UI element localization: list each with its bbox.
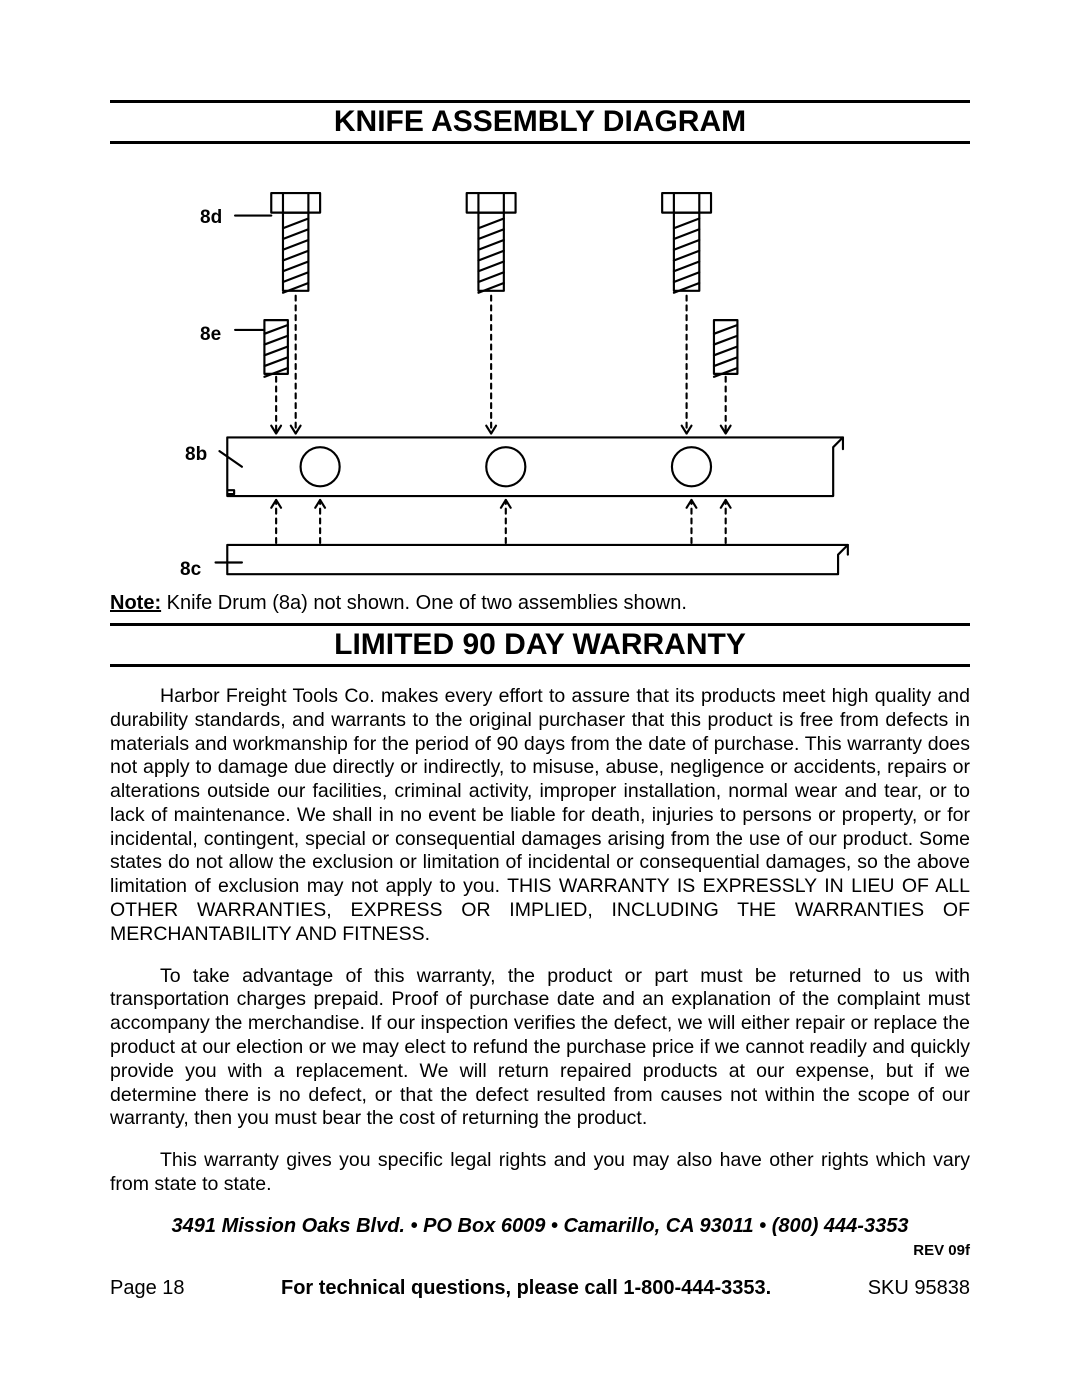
page-footer: Page 18 For technical questions, please … (110, 1277, 970, 1300)
label-8b: 8b (185, 444, 207, 466)
revision: REV 09f (110, 1242, 970, 1259)
warranty-p2: To take advantage of this warranty, the … (110, 965, 970, 1131)
note-text: Knife Drum (8a) not shown. One of two as… (161, 592, 687, 614)
warranty-title: LIMITED 90 DAY WARRANTY (110, 623, 970, 667)
page-number: Page 18 (110, 1277, 185, 1300)
diagram-note: Note: Knife Drum (8a) not shown. One of … (110, 592, 970, 615)
diagram-title: KNIFE ASSEMBLY DIAGRAM (110, 100, 970, 144)
label-8c: 8c (180, 559, 201, 581)
sku-number: SKU 95838 (868, 1277, 970, 1300)
warranty-p1: Harbor Freight Tools Co. makes every eff… (110, 685, 970, 947)
label-8e: 8e (200, 324, 221, 346)
address-line: 3491 Mission Oaks Blvd. • PO Box 6009 • … (110, 1215, 970, 1238)
knife-assembly-diagram: 8d 8e 8b 8c (110, 154, 970, 584)
note-label: Note: (110, 592, 161, 614)
page: KNIFE ASSEMBLY DIAGRAM 8d 8e 8b 8c Note:… (0, 0, 1080, 1397)
label-8d: 8d (200, 207, 222, 229)
warranty-p3: This warranty gives you specific legal r… (110, 1149, 970, 1197)
tech-support-line: For technical questions, please call 1-8… (281, 1277, 771, 1300)
warranty-body: Harbor Freight Tools Co. makes every eff… (110, 685, 970, 1197)
diagram-svg (110, 154, 970, 584)
